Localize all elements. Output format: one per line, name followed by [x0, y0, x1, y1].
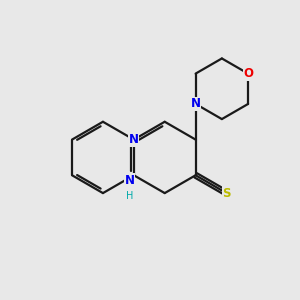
- Text: O: O: [243, 67, 253, 80]
- Text: H: H: [126, 191, 134, 201]
- Text: N: N: [125, 174, 135, 187]
- Text: S: S: [222, 187, 231, 200]
- Text: N: N: [129, 133, 139, 146]
- Text: N: N: [190, 98, 201, 110]
